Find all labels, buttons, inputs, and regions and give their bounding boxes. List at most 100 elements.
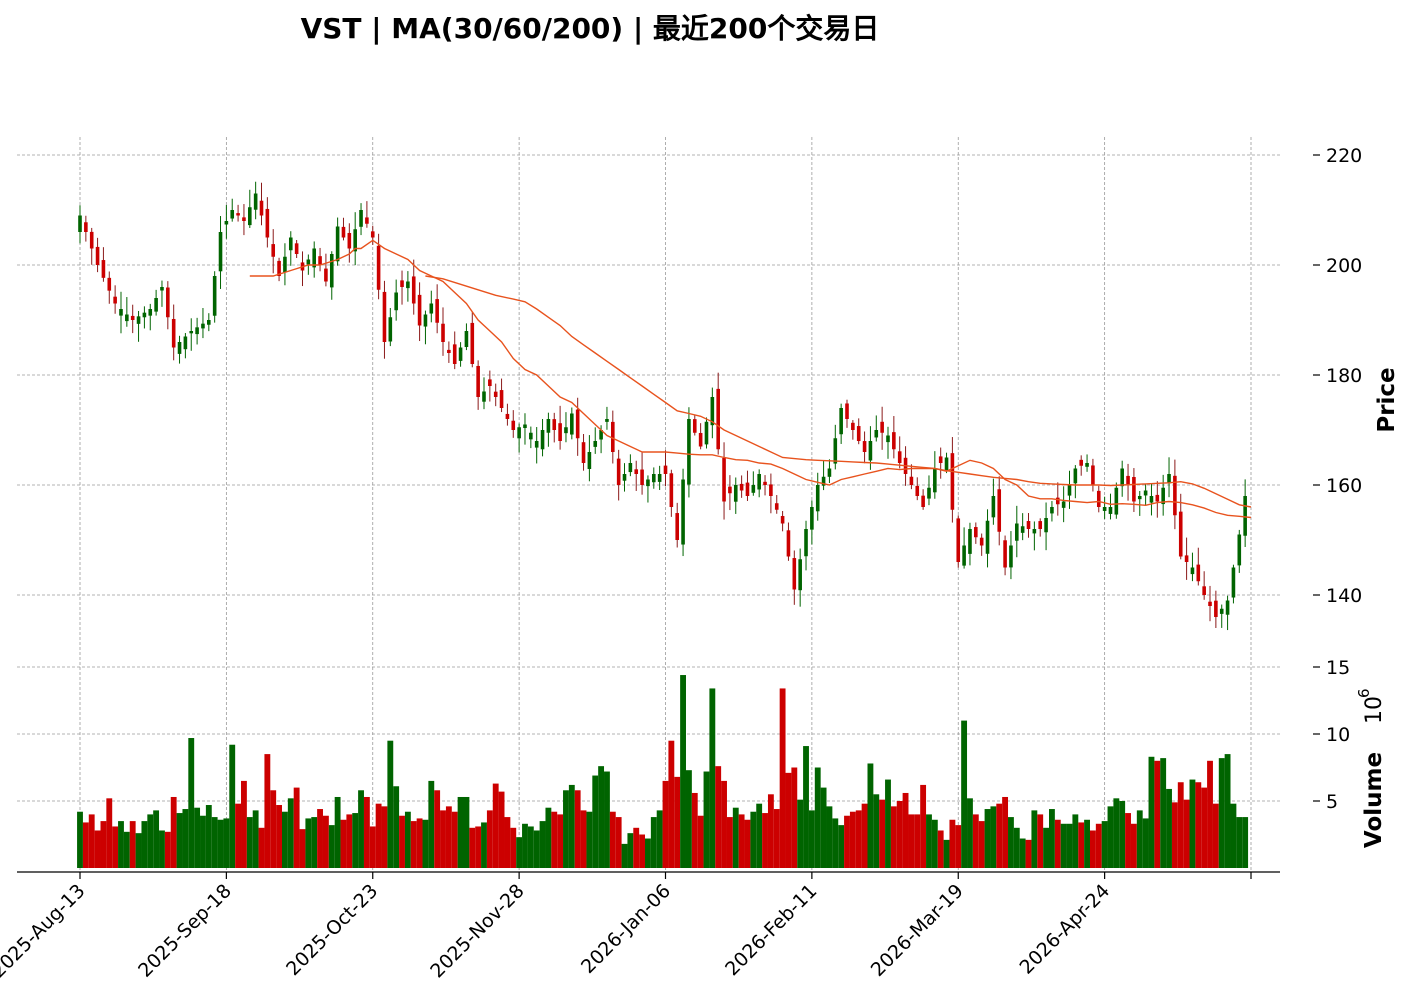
volume-bar bbox=[820, 787, 827, 868]
candle-body bbox=[288, 237, 293, 251]
candle-body bbox=[1020, 526, 1025, 533]
volume-bar bbox=[100, 821, 107, 868]
date-tick-label: 2025-Nov-28 bbox=[426, 880, 528, 982]
candle-body bbox=[183, 336, 188, 350]
candle-body bbox=[769, 484, 773, 496]
candle-body bbox=[927, 487, 931, 499]
volume-bar bbox=[1154, 760, 1161, 868]
volume-bar bbox=[1177, 782, 1184, 868]
volume-bar bbox=[369, 826, 376, 868]
candle-body bbox=[1149, 496, 1154, 503]
candle-body bbox=[452, 344, 457, 364]
volume-bar bbox=[123, 831, 130, 868]
volume-bar bbox=[896, 801, 903, 868]
volume-bar bbox=[229, 744, 236, 868]
volume-bar bbox=[440, 810, 446, 868]
ma-60-line bbox=[425, 275, 1252, 508]
volume-bar bbox=[861, 803, 868, 868]
volume-bar bbox=[1142, 818, 1149, 868]
volume-bar bbox=[340, 819, 347, 868]
volume-bar bbox=[387, 740, 394, 868]
candle-body bbox=[874, 430, 879, 438]
candle-body bbox=[329, 254, 334, 288]
volume-bar bbox=[785, 772, 792, 868]
candle-body bbox=[253, 193, 258, 210]
candle-body bbox=[1132, 477, 1136, 502]
volume-bar bbox=[773, 809, 780, 868]
candle-body bbox=[388, 317, 393, 342]
volume-bar bbox=[434, 790, 441, 868]
candle-body bbox=[1167, 474, 1171, 484]
volume-exponent-power: 6 bbox=[1355, 688, 1373, 698]
candle-body bbox=[798, 559, 802, 591]
candle-body bbox=[411, 276, 416, 304]
candle-body bbox=[1073, 468, 1078, 484]
volume-bar bbox=[510, 827, 517, 868]
candle-body bbox=[207, 320, 211, 325]
candle-body bbox=[1178, 511, 1183, 557]
volume-bar bbox=[375, 803, 382, 868]
volume-bar bbox=[902, 792, 909, 868]
candle-body bbox=[804, 529, 808, 557]
candle-body bbox=[985, 520, 990, 554]
price-tick-label: 140 bbox=[1326, 585, 1362, 607]
candle-body bbox=[119, 309, 123, 316]
chart-title: VST | MA(30/60/200) | 最近200个交易日 bbox=[301, 12, 880, 45]
candle-body bbox=[435, 299, 439, 323]
volume-bar bbox=[621, 843, 628, 868]
volume-bar bbox=[1101, 821, 1108, 868]
volume-bar bbox=[399, 815, 405, 868]
volume-bar bbox=[82, 822, 89, 868]
volume-bar bbox=[943, 839, 950, 868]
candle-body bbox=[458, 347, 463, 361]
volume-bar bbox=[129, 821, 136, 868]
candle-body bbox=[318, 256, 322, 265]
candle-body bbox=[622, 474, 627, 481]
candle-body bbox=[909, 476, 914, 485]
candle-body bbox=[1003, 540, 1007, 568]
volume-bar bbox=[410, 821, 417, 868]
volume-bar bbox=[703, 771, 710, 868]
volume-bar bbox=[170, 796, 177, 868]
candle-body bbox=[1219, 608, 1224, 614]
volume-bar bbox=[574, 790, 581, 868]
candle-body bbox=[1161, 487, 1165, 505]
candle-body bbox=[979, 537, 984, 546]
candle-body bbox=[499, 390, 504, 408]
volume-bar bbox=[451, 811, 458, 868]
candle-body bbox=[1050, 507, 1054, 514]
candle-body bbox=[1120, 468, 1124, 487]
volume-bar bbox=[1037, 814, 1044, 868]
price-tick-label: 220 bbox=[1326, 145, 1362, 167]
candle-body bbox=[517, 427, 521, 439]
candle-body bbox=[312, 248, 316, 268]
candle-body bbox=[780, 516, 785, 524]
volume-bar bbox=[328, 825, 335, 868]
volume-bar bbox=[1218, 758, 1225, 868]
volume-tick-label: 10 bbox=[1326, 724, 1350, 746]
candle-body bbox=[283, 256, 287, 273]
candle-body bbox=[1184, 555, 1189, 562]
candle-body bbox=[862, 441, 867, 452]
candle-body bbox=[651, 474, 656, 483]
candle-body bbox=[1067, 485, 1072, 496]
volume-bar bbox=[135, 833, 142, 868]
volume-bar bbox=[967, 798, 973, 868]
candle-body bbox=[1009, 545, 1013, 568]
volume-bar bbox=[551, 811, 558, 868]
volume-bar bbox=[832, 818, 839, 868]
candle-body bbox=[599, 430, 603, 440]
candle-body bbox=[968, 529, 972, 554]
volume-bar bbox=[1171, 802, 1178, 868]
candle-body bbox=[1196, 564, 1201, 582]
candle-body bbox=[763, 481, 767, 485]
volume-bar bbox=[153, 810, 160, 868]
candle-body bbox=[324, 268, 328, 282]
candle-body bbox=[681, 479, 685, 545]
candle-body bbox=[868, 441, 873, 461]
candle-body bbox=[130, 315, 135, 320]
candle-body bbox=[400, 280, 404, 287]
candle-body bbox=[242, 217, 246, 221]
volume-bar bbox=[557, 814, 564, 868]
